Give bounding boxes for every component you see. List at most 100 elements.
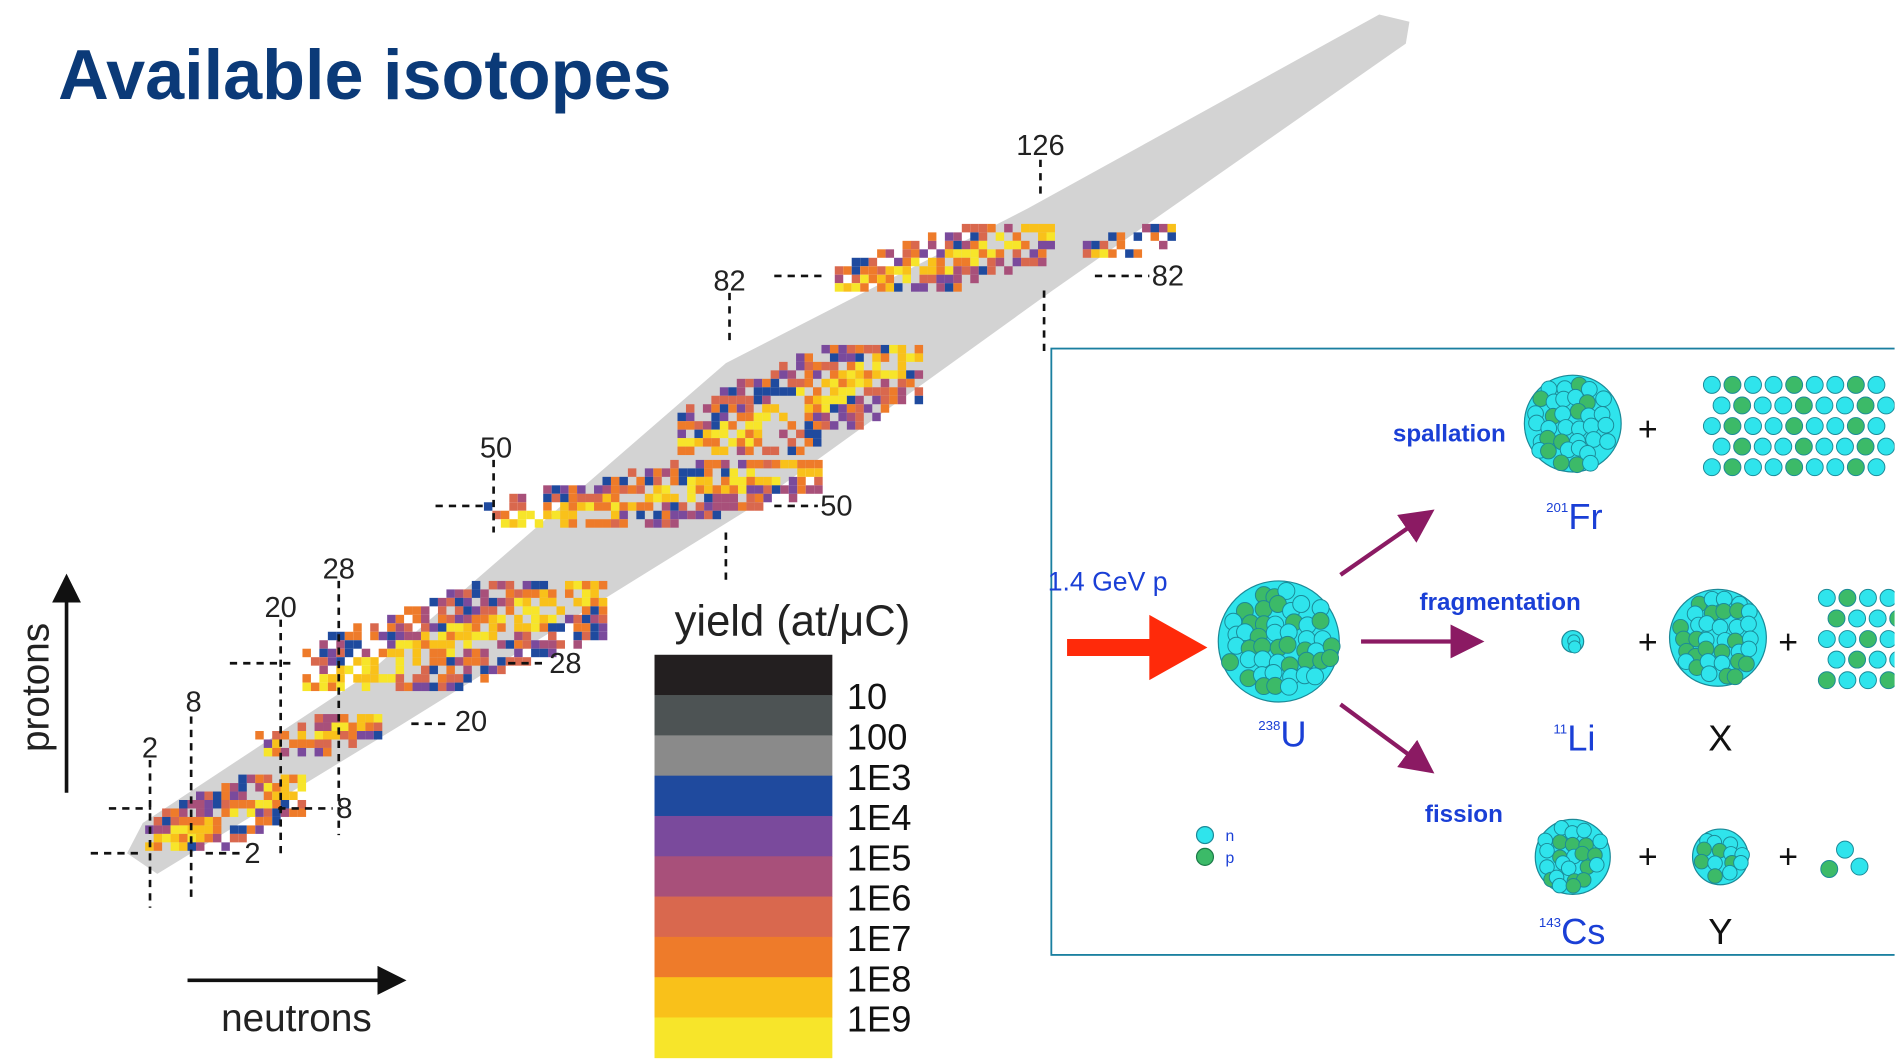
proton-key bbox=[1197, 848, 1214, 865]
yield-cell bbox=[289, 792, 297, 800]
nucleon bbox=[1806, 418, 1823, 435]
yield-cell bbox=[204, 817, 212, 825]
slide: Available isotopes 282028508212628202850… bbox=[0, 0, 1897, 1059]
yield-cell bbox=[543, 511, 551, 519]
yield-cell bbox=[771, 370, 779, 378]
yield-cell bbox=[1100, 249, 1108, 257]
yield-cell bbox=[797, 477, 805, 485]
yield-cell bbox=[645, 468, 653, 476]
nucleon bbox=[1540, 843, 1555, 858]
yield-cell bbox=[552, 511, 560, 519]
yield-cell bbox=[830, 387, 838, 395]
mass-number: 238 bbox=[1258, 718, 1280, 733]
yield-cell bbox=[1046, 224, 1054, 232]
yield-cell bbox=[746, 494, 754, 502]
yield-cell bbox=[421, 640, 429, 648]
yield-cell bbox=[171, 834, 179, 842]
yield-cell bbox=[560, 485, 568, 493]
yield-cell bbox=[221, 842, 229, 850]
nucleon bbox=[1837, 397, 1854, 414]
yield-cell bbox=[531, 640, 539, 648]
yield-cell bbox=[830, 379, 838, 387]
yield-cell bbox=[645, 477, 653, 485]
yield-cell bbox=[746, 468, 754, 476]
yield-cell bbox=[599, 606, 607, 614]
yield-cell bbox=[911, 283, 919, 291]
yield-cell bbox=[611, 511, 619, 519]
yield-cell bbox=[540, 581, 548, 589]
yield-cell bbox=[771, 447, 779, 455]
yield-cell bbox=[847, 396, 855, 404]
yield-cell bbox=[264, 783, 272, 791]
yield-cell bbox=[686, 404, 694, 412]
yield-cell bbox=[962, 249, 970, 257]
yield-cell bbox=[489, 598, 497, 606]
nucleon bbox=[1806, 459, 1823, 476]
yield-cell bbox=[489, 666, 497, 674]
yield-cell bbox=[704, 460, 712, 468]
yield-cell bbox=[302, 674, 310, 682]
nucleon bbox=[1868, 459, 1885, 476]
yield-cell bbox=[560, 511, 568, 519]
yield-cell bbox=[953, 283, 961, 291]
yield-cell bbox=[446, 615, 454, 623]
yield-cell bbox=[602, 519, 610, 527]
yield-cell bbox=[796, 362, 804, 370]
yield-cell bbox=[779, 430, 787, 438]
yield-cell bbox=[653, 511, 661, 519]
yield-cell bbox=[370, 632, 378, 640]
yield-cell bbox=[404, 640, 412, 648]
nucleon bbox=[1713, 438, 1730, 455]
nucleon bbox=[1552, 878, 1567, 893]
yield-cell bbox=[679, 468, 687, 476]
yield-cell bbox=[636, 502, 644, 510]
yield-cell bbox=[737, 396, 745, 404]
nucleon bbox=[1857, 397, 1874, 414]
yield-cell bbox=[446, 632, 454, 640]
yield-cell bbox=[480, 657, 488, 665]
nucleon bbox=[1307, 668, 1324, 685]
yield-cell bbox=[463, 640, 471, 648]
yield-cell bbox=[703, 438, 711, 446]
yield-cell bbox=[847, 362, 855, 370]
yield-cell bbox=[1004, 224, 1012, 232]
yield-cell bbox=[805, 396, 813, 404]
yield-cell bbox=[762, 387, 770, 395]
yield-cell bbox=[518, 511, 526, 519]
neutron-magic-number: 20 bbox=[265, 592, 297, 624]
nucleon bbox=[1741, 616, 1757, 632]
nucleon bbox=[1816, 397, 1833, 414]
nucleon bbox=[1859, 672, 1876, 689]
nucleon bbox=[1868, 376, 1885, 393]
nucleon bbox=[1703, 376, 1720, 393]
yield-cell bbox=[881, 396, 889, 404]
yield-cell bbox=[872, 362, 880, 370]
yield-cell bbox=[463, 657, 471, 665]
yield-cell bbox=[889, 396, 897, 404]
yield-cell bbox=[557, 623, 565, 631]
yield-cell bbox=[838, 353, 846, 361]
yield-cell bbox=[162, 817, 170, 825]
yield-cell bbox=[472, 657, 480, 665]
yield-cell bbox=[315, 739, 323, 747]
yield-cell bbox=[894, 283, 902, 291]
yield-cell bbox=[970, 275, 978, 283]
yield-cell bbox=[1134, 232, 1142, 240]
yield-cell bbox=[497, 598, 505, 606]
yield-cell bbox=[780, 460, 788, 468]
yield-cell bbox=[455, 615, 463, 623]
plus-sign: + bbox=[1638, 411, 1658, 449]
mass-number: 201 bbox=[1546, 500, 1568, 515]
yield-cell bbox=[514, 657, 522, 665]
yield-cell bbox=[738, 485, 746, 493]
yield-cell bbox=[590, 632, 598, 640]
nucleon bbox=[1745, 418, 1762, 435]
yield-cell bbox=[255, 800, 263, 808]
yield-cell bbox=[737, 438, 745, 446]
yield-cell bbox=[590, 623, 598, 631]
yield-cell bbox=[962, 241, 970, 249]
yield-cell bbox=[594, 494, 602, 502]
yield-cell bbox=[569, 485, 577, 493]
yield-cell bbox=[446, 598, 454, 606]
yield-cell bbox=[814, 477, 822, 485]
